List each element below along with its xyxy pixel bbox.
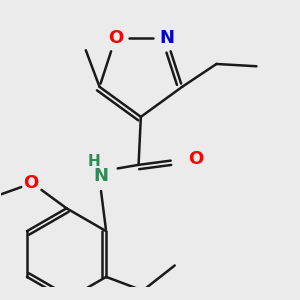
Text: O: O [188,150,203,168]
Text: N: N [159,29,174,47]
Text: O: O [23,174,39,192]
Text: N: N [93,167,108,185]
Text: O: O [108,29,123,47]
Text: H: H [88,154,100,169]
